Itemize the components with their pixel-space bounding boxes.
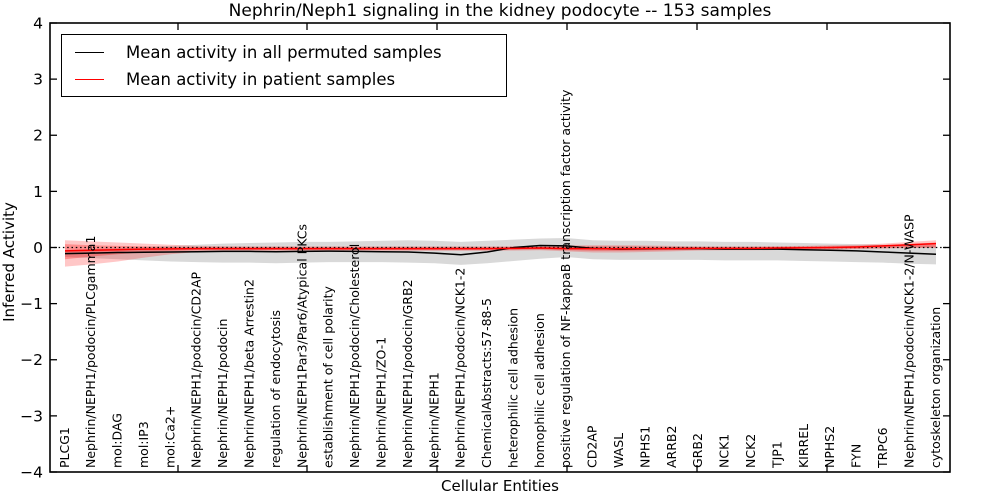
x-tick-label: Nephrin/NEPH1/podocin/NCK1-2/N-WASP	[901, 214, 916, 468]
x-tick-label: GRB2	[690, 433, 705, 468]
x-tick-label: WASL	[611, 433, 626, 468]
x-tick-label: homophilic cell adhesion	[532, 313, 547, 468]
x-tick-label: TJP1	[769, 441, 784, 469]
legend-entry-patient: Mean activity in patient samples	[62, 66, 506, 93]
x-tick-label: KIRREL	[796, 424, 811, 468]
x-tick-label: mol:DAG	[110, 413, 125, 468]
x-tick-label: heterophilic cell adhesion	[505, 308, 520, 468]
legend-line-swatch-patient	[75, 79, 104, 80]
patient-mean-line	[64, 242, 937, 252]
x-tick-label: TRPC6	[875, 427, 890, 469]
chart-title: Nephrin/Neph1 signaling in the kidney po…	[228, 1, 772, 21]
x-tick-label: Nephrin/NEPH1/podocin/PLCgamma1	[83, 236, 98, 468]
legend-label-patient: Mean activity in patient samples	[126, 70, 396, 89]
x-tick-label: establishment of cell polarity	[321, 286, 336, 468]
x-tick-label: PLCG1	[57, 427, 72, 468]
y-tick-label: 2	[33, 127, 43, 145]
legend-entry-permuted: Mean activity in all permuted samples	[62, 39, 506, 66]
y-tick-label: 3	[33, 71, 43, 89]
x-tick-label: ChemicalAbstracts:57-88-5	[479, 298, 494, 468]
x-tick-label: CD2AP	[585, 425, 600, 468]
y-tick-label: 0	[33, 239, 43, 257]
x-tick-label: Nephrin/NEPH1/podocin/CD2AP	[189, 272, 204, 468]
x-tick-label: Nephrin/NEPH1/podocin/NCK1-2	[453, 268, 468, 468]
x-tick-label: positive regulation of NF-kappaB transcr…	[558, 89, 573, 468]
y-tick-label: −4	[20, 463, 43, 481]
y-tick-label: −2	[20, 351, 43, 369]
x-tick-label: Nephrin/NEPH1/beta Arrestin2	[242, 279, 257, 468]
x-tick-label: regulation of endocytosis	[268, 310, 283, 468]
x-tick-label: NPHS2	[822, 426, 837, 468]
y-tick-label: 1	[33, 183, 43, 201]
x-tick-label: NCK1	[717, 434, 732, 468]
x-axis-label: Cellular Entities	[441, 477, 559, 495]
x-tick-label: cytoskeleton organization	[928, 307, 943, 468]
x-tick-label: Nephrin/NEPH1Par3/Par6/Atypical PKCs	[294, 224, 309, 468]
legend-label-permuted: Mean activity in all permuted samples	[126, 43, 442, 62]
x-tick-label: NPHS1	[637, 426, 652, 468]
x-tick-label: ARRB2	[664, 426, 679, 468]
permuted-mean-line	[64, 244, 937, 256]
x-tick-label: Nephrin/NEPH1/podocin/GRB2	[400, 279, 415, 468]
legend: Mean activity in all permuted samples Me…	[61, 34, 507, 97]
x-tick-label: mol:Ca2+	[162, 406, 177, 468]
y-tick-label: 4	[33, 14, 43, 32]
x-tick-label: FYN	[849, 444, 864, 468]
legend-line-swatch-permuted	[75, 52, 104, 53]
x-tick-label: Nephrin/NEPH1/podocin/Cholesterol	[347, 244, 362, 468]
x-tick-label: Nephrin/NEPH1	[426, 372, 441, 468]
x-tick-label: NCK2	[743, 434, 758, 468]
x-tick-label: mol:IP3	[136, 421, 151, 468]
y-tick-label: −3	[20, 407, 43, 425]
x-tick-label: Nephrin/NEPH1/ZO-1	[373, 337, 388, 468]
permuted-std-band-0	[65, 237, 936, 265]
y-tick-label: −1	[20, 295, 43, 313]
patient-std-band-0	[65, 240, 936, 267]
x-tick-label: Nephrin/NEPH1/podocin	[215, 319, 230, 468]
